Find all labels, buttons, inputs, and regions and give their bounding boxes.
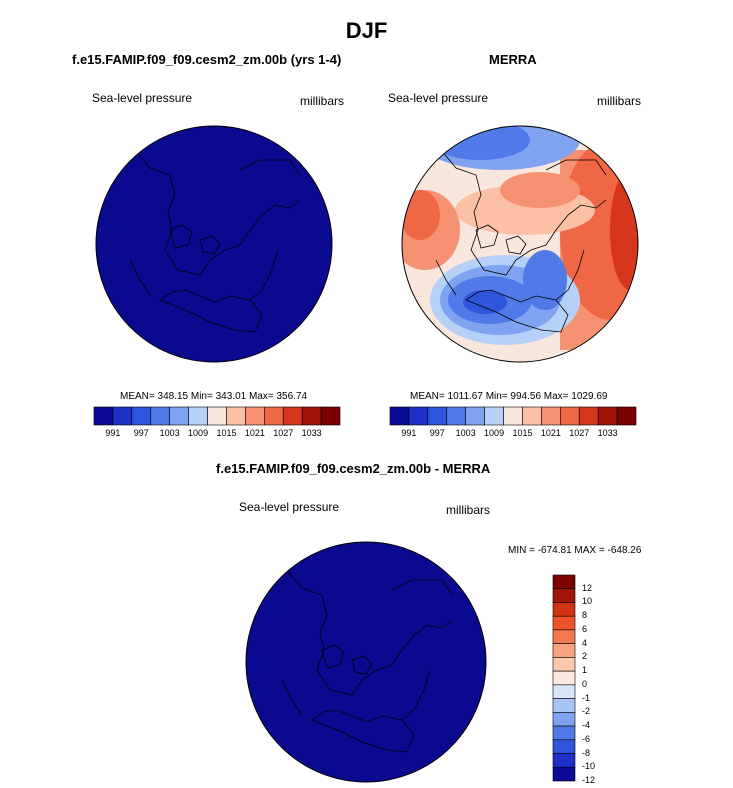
- colorbar-tick-label: 0: [582, 678, 588, 689]
- units-label-merra: millibars: [597, 94, 642, 108]
- units-label-model: millibars: [300, 94, 345, 108]
- colorbar-swatch: [427, 406, 448, 426]
- colorbar-tick-label: -1: [582, 692, 591, 703]
- colorbar-tick-label: 1021: [540, 428, 561, 438]
- colorbar-swatch: [541, 406, 561, 426]
- colorbar-swatch: [552, 574, 576, 590]
- colorbar-tick-label: 1003: [159, 428, 180, 438]
- colorbar-swatch: [552, 766, 576, 782]
- panel-title-model: f.e15.FAMIP.f09_f09.cesm2_zm.00b (yrs 1-…: [72, 52, 342, 67]
- colorbar-swatch: [552, 698, 576, 713]
- colorbar-swatch: [552, 753, 576, 768]
- colorbar-tick-label: 997: [429, 428, 445, 438]
- colorbar-tick-label: -10: [582, 761, 596, 772]
- colorbar-swatch: [503, 406, 523, 426]
- stats-diff: MIN = -674.81 MAX = -648.26: [508, 545, 642, 556]
- colorbar-swatch: [446, 406, 466, 426]
- colorbar-merra: [389, 406, 637, 426]
- main-title: DJF: [345, 18, 388, 43]
- colorbar-tick-label: 8: [582, 610, 588, 621]
- colorbar-swatch: [408, 406, 429, 426]
- colorbar-tick-label: 1027: [273, 428, 294, 438]
- colorbar-labels-model: 991 997 1003 1009 1015 1021 1027 1033: [94, 428, 340, 442]
- colorbar-swatch: [245, 406, 265, 426]
- colorbar-tick-label: 1009: [484, 428, 505, 438]
- colorbar-swatch: [226, 406, 246, 426]
- stats-model: MEAN= 348.15 Min= 343.01 Max= 356.74: [120, 391, 308, 402]
- colorbar-tick-label: -6: [582, 733, 591, 744]
- colorbar-swatch: [465, 406, 485, 426]
- colorbar-swatch: [578, 406, 599, 426]
- colorbar-tick-label: 1021: [244, 428, 265, 438]
- colorbar-swatch: [560, 406, 580, 426]
- colorbar-swatch: [188, 406, 208, 426]
- variable-label-model: Sea-level pressure: [92, 91, 193, 105]
- colorbar-tick-label: -12: [582, 775, 596, 785]
- colorbar-swatch: [264, 406, 284, 426]
- colorbar-swatch: [552, 629, 576, 644]
- colorbar-swatch: [93, 406, 114, 426]
- colorbar-tick-label: -8: [582, 747, 591, 758]
- colorbar-swatch: [169, 406, 189, 426]
- colorbar-tick-label: 1033: [301, 428, 322, 438]
- variable-label-diff: Sea-level pressure: [239, 500, 340, 514]
- colorbar-swatch: [301, 406, 322, 426]
- panel-title-merra: MERRA: [489, 52, 537, 67]
- panel-title-diff: f.e15.FAMIP.f09_f09.cesm2_zm.00b - MERRA: [216, 461, 491, 476]
- colorbar-tick-label: 1015: [512, 428, 533, 438]
- stats-merra: MEAN= 1011.67 Min= 994.56 Max= 1029.69: [410, 391, 608, 402]
- colorbar-tick-label: 4: [582, 637, 588, 648]
- colorbar-swatch: [150, 406, 170, 426]
- colorbar-swatch: [552, 725, 576, 741]
- colorbar-swatch: [552, 588, 576, 603]
- colorbar-swatch: [522, 406, 542, 426]
- colorbar-tick-label: 1033: [597, 428, 618, 438]
- colorbar-labels-diff: 12 10 8 6 4 2 1 0 -1 -2 -4 -6 -8 -10 -12: [582, 575, 622, 785]
- colorbar-tick-label: 1015: [216, 428, 237, 438]
- colorbar-swatch: [552, 643, 576, 658]
- colorbar-tick-label: 2: [582, 651, 588, 662]
- colorbar-swatch: [552, 684, 576, 699]
- colorbar-swatch: [389, 406, 410, 426]
- colorbar-swatch: [484, 406, 504, 426]
- colorbar-tick-label: 12: [582, 582, 593, 593]
- colorbar-tick-label: -2: [582, 706, 591, 717]
- colorbar-tick-label: 1009: [188, 428, 209, 438]
- colorbar-diff: [552, 574, 576, 782]
- colorbar-tick-label: 1: [582, 665, 588, 676]
- colorbar-swatch: [207, 406, 227, 426]
- colorbar-model: [93, 406, 341, 426]
- colorbar-tick-label: -4: [582, 720, 591, 731]
- colorbar-tick-label: 997: [133, 428, 149, 438]
- colorbar-tick-label: 1003: [455, 428, 476, 438]
- units-label-diff: millibars: [446, 503, 491, 517]
- colorbar-tick-label: 1027: [569, 428, 590, 438]
- colorbar-swatch: [552, 657, 576, 672]
- colorbar-swatch: [616, 406, 637, 426]
- colorbar-swatch: [131, 406, 152, 426]
- colorbar-swatch: [552, 739, 576, 754]
- colorbar-swatch: [552, 670, 576, 686]
- colorbar-tick-label: 10: [582, 596, 593, 607]
- colorbar-tick-label: 6: [582, 623, 588, 634]
- colorbar-swatch: [112, 406, 133, 426]
- colorbar-tick-label: 991: [401, 428, 417, 438]
- colorbar-swatch: [320, 406, 341, 426]
- colorbar-swatch: [552, 615, 576, 631]
- colorbar-labels-merra: 991 997 1003 1009 1015 1021 1027 1033: [390, 428, 636, 442]
- colorbar-swatch: [552, 712, 576, 727]
- colorbar-swatch: [597, 406, 618, 426]
- variable-label-merra: Sea-level pressure: [388, 91, 489, 105]
- colorbar-swatch: [282, 406, 303, 426]
- colorbar-swatch: [552, 602, 576, 617]
- colorbar-tick-label: 991: [105, 428, 121, 438]
